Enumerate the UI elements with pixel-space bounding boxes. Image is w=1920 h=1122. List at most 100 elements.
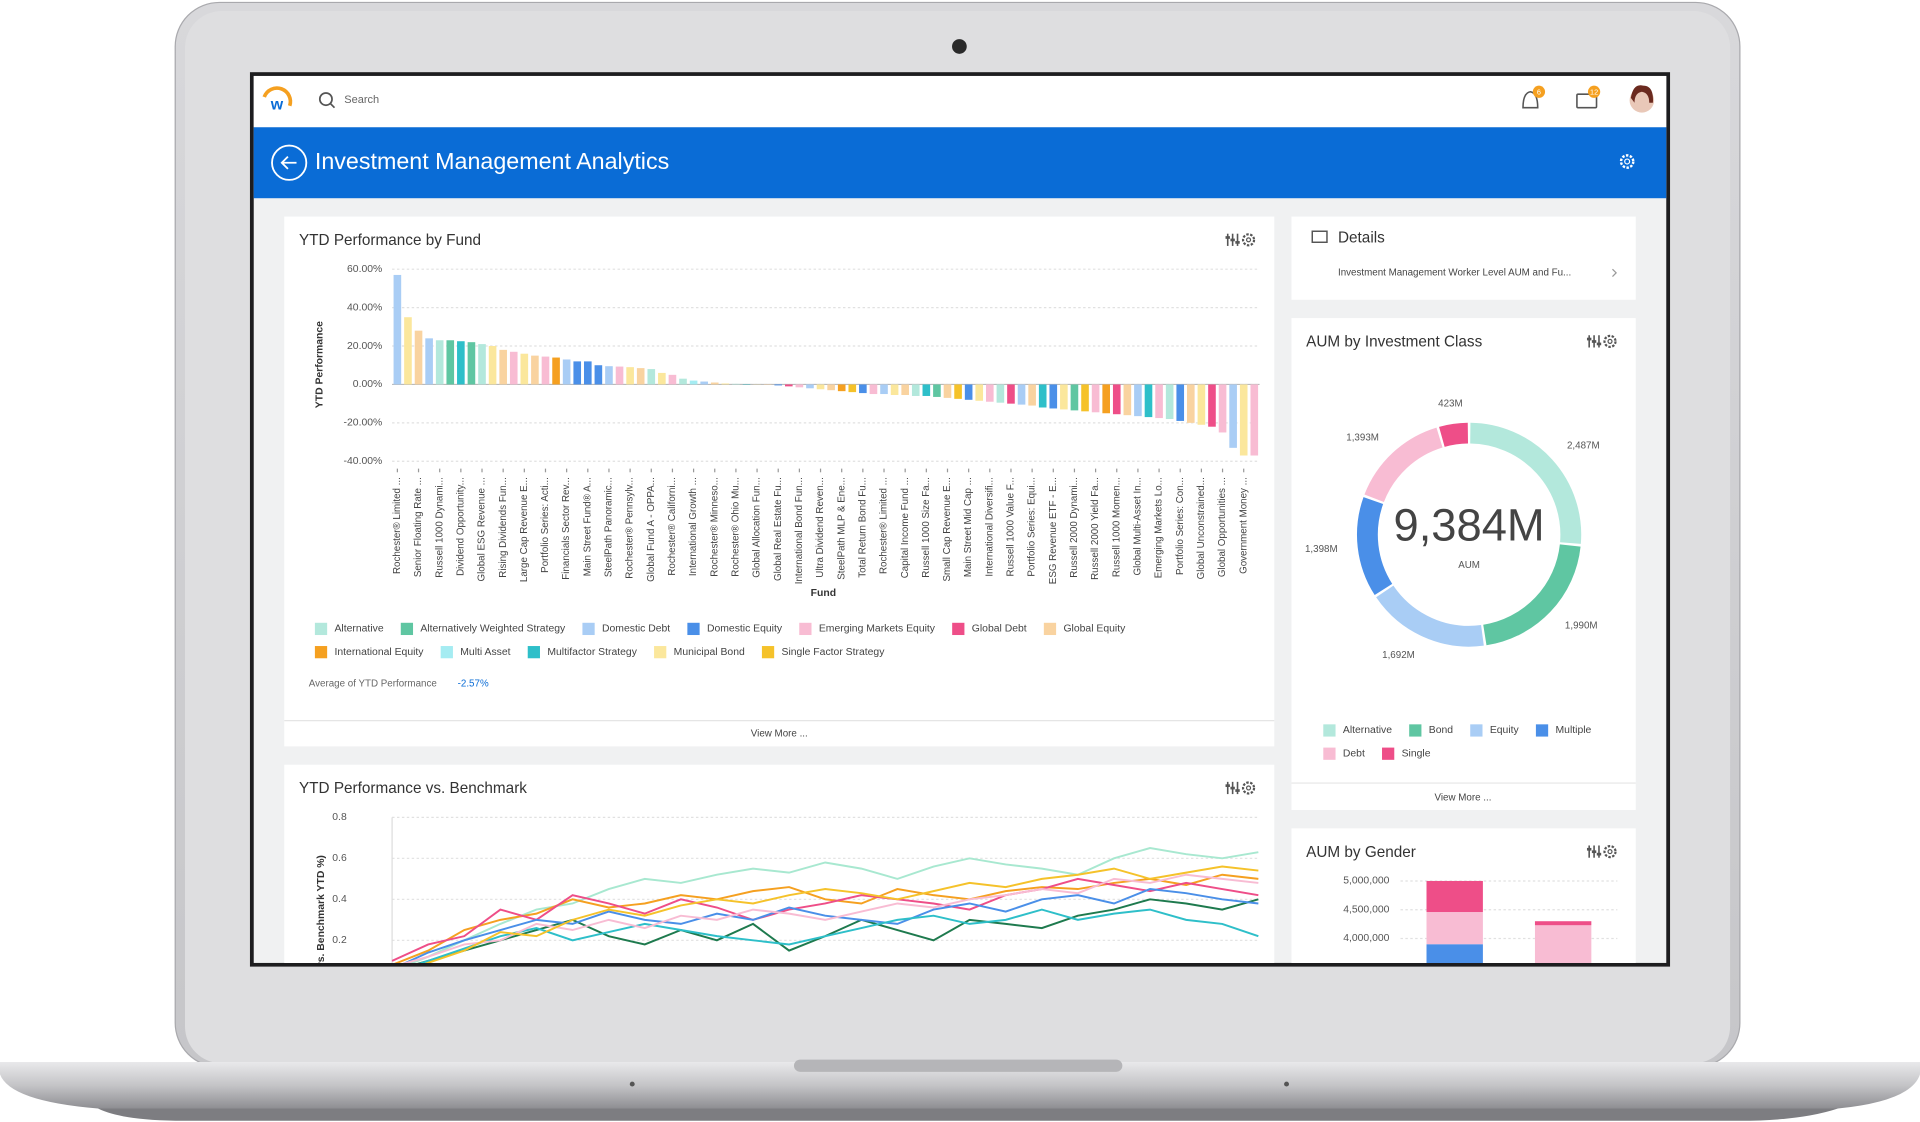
bar[interactable] — [859, 384, 867, 394]
bar[interactable] — [583, 361, 592, 385]
bar[interactable] — [457, 341, 465, 385]
view-more[interactable]: View More ... — [751, 729, 808, 740]
bar[interactable] — [573, 361, 582, 385]
bar[interactable] — [1081, 384, 1089, 412]
view-more[interactable]: View More ... — [1435, 792, 1492, 803]
bar[interactable] — [531, 355, 539, 385]
notifications-icon[interactable] — [1522, 90, 1539, 109]
bar[interactable] — [1007, 384, 1015, 404]
bar[interactable] — [488, 346, 497, 385]
bar[interactable] — [1134, 384, 1142, 417]
bar[interactable] — [774, 384, 783, 386]
bar[interactable] — [784, 384, 793, 387]
bar[interactable] — [890, 384, 899, 396]
bar[interactable] — [1102, 384, 1110, 414]
donut-segment[interactable] — [1482, 544, 1581, 646]
bar[interactable] — [1091, 384, 1100, 413]
bar-segment[interactable] — [1426, 912, 1483, 945]
bar[interactable] — [1218, 384, 1227, 433]
search-box[interactable]: Search — [344, 94, 379, 106]
bar[interactable] — [1187, 384, 1195, 423]
bar[interactable] — [1112, 384, 1121, 415]
bar[interactable] — [721, 383, 730, 385]
bar[interactable] — [446, 340, 455, 385]
bar[interactable] — [478, 344, 486, 385]
bar[interactable] — [1197, 384, 1206, 425]
bar[interactable] — [520, 353, 529, 385]
bar[interactable] — [647, 369, 656, 385]
bar[interactable] — [1250, 384, 1259, 456]
bar[interactable] — [393, 274, 402, 385]
bar[interactable] — [467, 342, 476, 385]
search-icon[interactable] — [318, 92, 333, 107]
bar[interactable] — [1123, 384, 1132, 416]
bar[interactable] — [1049, 384, 1058, 409]
bar[interactable] — [1176, 384, 1185, 421]
bar[interactable] — [626, 367, 634, 385]
bar[interactable] — [1144, 384, 1153, 418]
bar-segment[interactable] — [1426, 880, 1483, 913]
back-button[interactable] — [271, 144, 308, 181]
bar[interactable] — [594, 365, 603, 385]
bar[interactable] — [562, 359, 571, 385]
bar[interactable] — [837, 384, 846, 392]
bar[interactable] — [954, 384, 962, 399]
bar[interactable] — [869, 384, 878, 395]
settings-icon[interactable] — [1603, 844, 1617, 859]
bar[interactable] — [975, 384, 984, 401]
bar[interactable] — [933, 384, 941, 397]
bar[interactable] — [499, 349, 507, 385]
bar[interactable] — [552, 357, 560, 385]
settings-icon[interactable] — [1241, 781, 1256, 795]
bar[interactable] — [827, 384, 835, 391]
bar[interactable] — [880, 384, 888, 395]
inbox-icon[interactable] — [1576, 93, 1598, 109]
bar[interactable] — [541, 356, 550, 385]
donut-segment[interactable] — [1469, 422, 1582, 544]
bar[interactable] — [1060, 384, 1068, 410]
bar[interactable] — [1155, 384, 1163, 419]
bar[interactable] — [943, 384, 952, 398]
bar-segment[interactable] — [1534, 925, 1592, 967]
bar-segment[interactable] — [1534, 921, 1592, 926]
bar[interactable] — [689, 380, 698, 385]
bar[interactable] — [435, 340, 444, 385]
donut-segment[interactable] — [1376, 585, 1484, 647]
bar[interactable] — [404, 317, 412, 385]
logo-arc[interactable] — [260, 84, 295, 119]
bar[interactable] — [806, 384, 814, 389]
bar[interactable] — [911, 384, 920, 396]
bar[interactable] — [1239, 384, 1248, 456]
logo[interactable]: w — [270, 96, 284, 113]
bar[interactable] — [1229, 384, 1237, 448]
bar[interactable] — [605, 366, 613, 385]
bar[interactable] — [964, 384, 973, 400]
bar[interactable] — [1165, 384, 1174, 420]
bar[interactable] — [636, 368, 645, 385]
bar[interactable] — [996, 384, 1005, 403]
bar[interactable] — [509, 351, 518, 385]
settings-icon[interactable] — [1603, 334, 1617, 348]
bar[interactable] — [679, 378, 687, 385]
bar[interactable] — [615, 366, 624, 385]
bar[interactable] — [668, 374, 677, 385]
bar[interactable] — [1038, 384, 1047, 408]
donut-segment[interactable] — [1357, 497, 1393, 596]
bar[interactable] — [1028, 384, 1036, 406]
bar-segment[interactable] — [1426, 944, 1483, 967]
bar[interactable] — [922, 384, 931, 396]
details-link[interactable]: Investment Management Worker Level AUM a… — [1338, 267, 1571, 278]
bar[interactable] — [414, 330, 423, 385]
bar[interactable] — [700, 381, 708, 385]
bar[interactable] — [986, 384, 994, 402]
bar[interactable] — [658, 372, 666, 385]
donut-segment[interactable] — [1439, 422, 1469, 447]
bar[interactable] — [1017, 384, 1026, 405]
bar[interactable] — [901, 384, 909, 396]
settings-icon[interactable] — [1241, 233, 1256, 247]
bar[interactable] — [795, 384, 804, 388]
bar[interactable] — [1070, 384, 1079, 411]
bar[interactable] — [710, 382, 719, 385]
donut-segment[interactable] — [1364, 427, 1443, 503]
bar[interactable] — [732, 383, 740, 385]
